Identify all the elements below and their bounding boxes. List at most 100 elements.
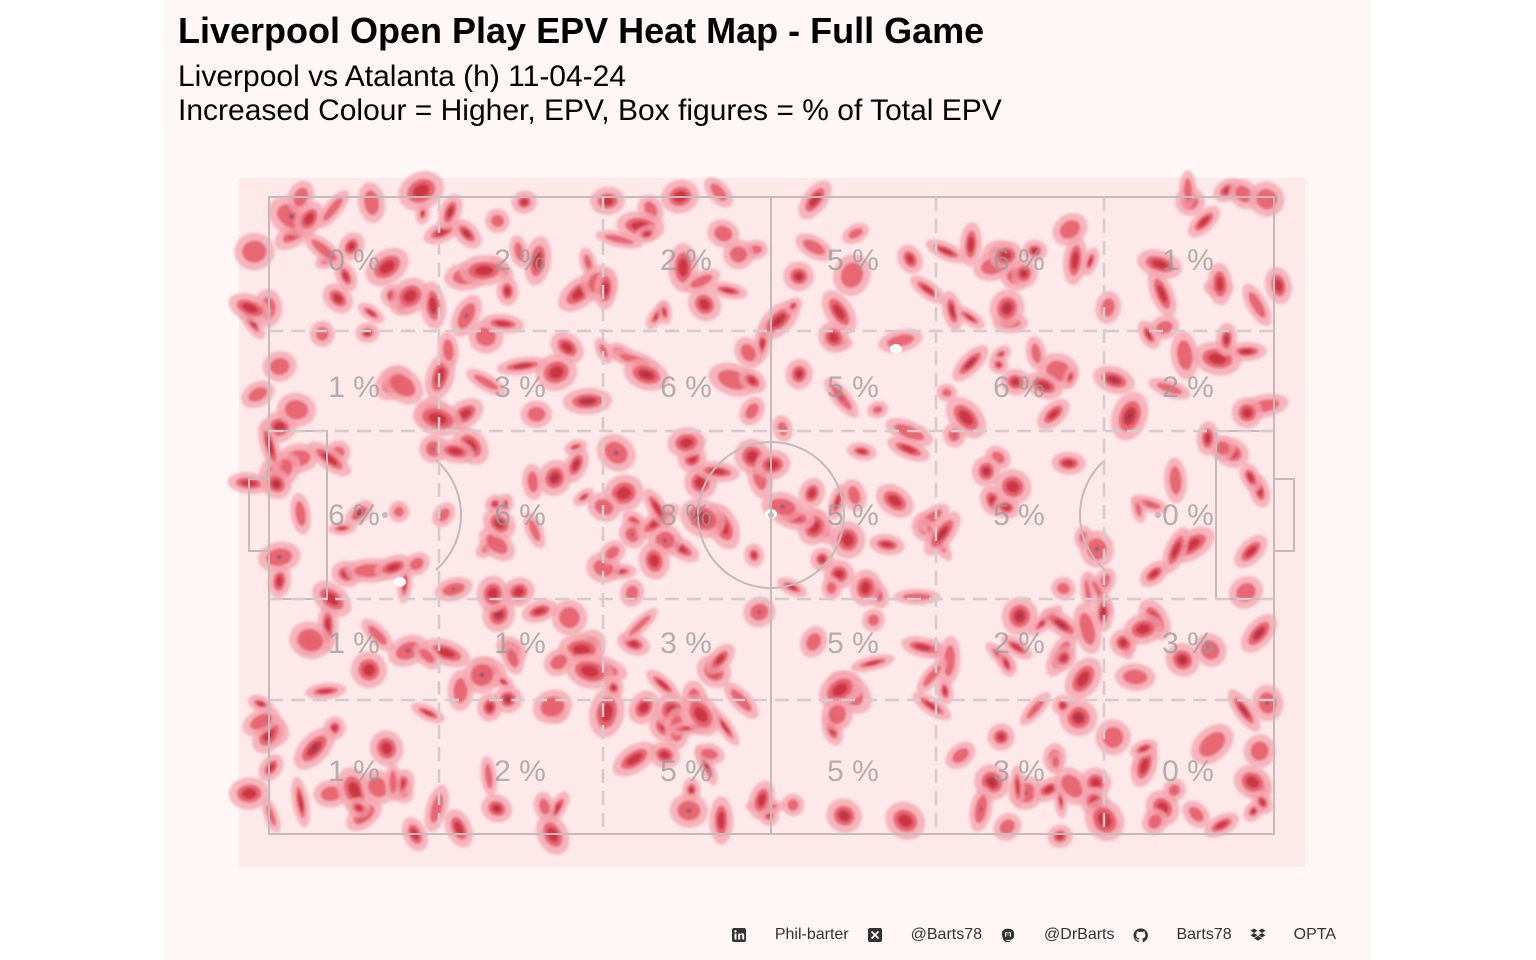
heat-blob: [862, 608, 885, 632]
heat-blob: [1148, 377, 1191, 400]
heat-blob: [1037, 398, 1070, 430]
heat-blob: [826, 798, 863, 833]
heat-blob: [466, 368, 507, 396]
zone-epv-label: 3 %: [494, 371, 546, 404]
zone-epv-label: 2 %: [993, 627, 1045, 660]
dropbox-icon[interactable]: [1250, 927, 1266, 943]
footer-x-label: @Barts78: [910, 926, 983, 943]
zone-epv-label: 8 %: [660, 499, 712, 532]
linkedin-icon[interactable]: [731, 927, 747, 943]
heat-blob: [451, 294, 482, 337]
heat-blob: [228, 777, 270, 810]
heat-blob: [842, 222, 869, 245]
heat-blob: [781, 793, 805, 817]
heat-blob: [1191, 723, 1234, 765]
github-icon[interactable]: [1132, 927, 1148, 943]
heat-blob: [850, 654, 895, 672]
heat-blob: [1093, 365, 1135, 395]
heat-blob: [1194, 633, 1227, 667]
heat-blob: [304, 682, 347, 700]
heat-blob: [969, 786, 993, 832]
heat-blob: [1001, 597, 1038, 636]
mastodon-icon[interactable]: [1000, 927, 1016, 943]
heat-blob: [521, 599, 558, 623]
zone-epv-label: 0 %: [1162, 499, 1214, 532]
heat-blob: [1129, 739, 1158, 758]
heat-blob: [1240, 614, 1277, 653]
heat-blob: [1010, 765, 1025, 808]
heat-blob: [289, 621, 332, 660]
heat-blob: [682, 268, 721, 294]
zone-epv-label: 0 %: [1162, 755, 1214, 788]
heat-blob: [959, 222, 982, 267]
footer-github-label: Barts78: [1176, 926, 1232, 943]
heat-blob: [437, 331, 459, 369]
heat-blob: [945, 741, 976, 770]
heat-blob: [1141, 808, 1168, 836]
heat-blob: [501, 642, 525, 675]
heat-blob: [293, 727, 335, 770]
zone-epv-label: 1 %: [1162, 244, 1214, 277]
zone-epv-label: 5 %: [827, 499, 879, 532]
heat-blob: [824, 377, 859, 418]
right-penalty-spot: [1155, 512, 1161, 518]
heat-blob: [743, 596, 776, 628]
chart-subtitle-match: Liverpool vs Atalanta (h) 11-04-24: [178, 60, 627, 93]
zone-epv-label: 2 %: [494, 244, 546, 277]
heat-blob: [228, 292, 272, 324]
heat-blob: [952, 345, 989, 382]
heat-blob: [1162, 778, 1186, 802]
chart-subtitle-legend: Increased Colour = Higher, EPV, Box figu…: [178, 94, 1002, 127]
heat-blob: [563, 447, 589, 483]
heat-blob: [657, 300, 672, 325]
heat-blob: [1229, 575, 1263, 609]
heat-blob: [748, 780, 776, 820]
heat-blob: [303, 232, 345, 268]
heat-blob: [485, 208, 510, 234]
x-icon[interactable]: [867, 927, 883, 943]
heat-blob: [248, 694, 274, 714]
heat-blob: [1000, 368, 1031, 396]
zone-epv-label: 3 %: [660, 627, 712, 660]
heat-blob: [1051, 645, 1077, 671]
heat-blob: [694, 743, 725, 765]
zone-epv-label: 0 %: [328, 244, 380, 277]
heat-blob: [901, 636, 944, 659]
left-penalty-arc: [435, 459, 462, 571]
heat-blob: [1130, 496, 1147, 523]
heat-blob: [496, 356, 549, 376]
heat-blob: [783, 261, 815, 292]
heat-blob: [388, 500, 410, 523]
heat-blob: [1052, 213, 1088, 246]
zone-labels: 0 % 2 % 2 % 5 % 6 % 1 % 1 % 3 % 6 % 5 % 6 % 2 % 6 % 6…: [328, 244, 1214, 788]
heat-blob: [1025, 336, 1047, 371]
heat-blob: [989, 289, 1025, 328]
heat-blob: [451, 218, 482, 249]
heat-blob: [435, 438, 475, 464]
heat-blob: [709, 796, 734, 845]
heat-blob: [1239, 462, 1262, 493]
zone-epv-label: 3 %: [993, 755, 1045, 788]
centre-spot: [768, 512, 774, 518]
zone-epv-label: 5 %: [827, 755, 879, 788]
zone-epv-label: 6 %: [993, 244, 1045, 277]
heat-blob: [1243, 734, 1276, 768]
heat-blob: [1047, 824, 1073, 849]
heat-blob: [350, 651, 387, 689]
pitch-lines: [248, 196, 1295, 835]
heat-blob: [1234, 534, 1268, 569]
heat-blob: [1062, 235, 1088, 285]
zone-epv-label: 5 %: [827, 627, 879, 660]
heat-blob: [738, 368, 766, 394]
heat-blob: [1242, 283, 1272, 327]
heat-blob: [687, 287, 722, 322]
zone-epv-label: 2 %: [494, 755, 546, 788]
heat-blob: [533, 791, 556, 822]
heat-blob: [267, 564, 292, 599]
zone-epv-label: 1 %: [494, 627, 546, 660]
heat-blob: [1111, 391, 1149, 441]
heat-blob: [612, 741, 656, 777]
heat-blob: [523, 512, 546, 549]
heat-blob: [588, 687, 625, 738]
left-penalty-spot: [382, 512, 388, 518]
